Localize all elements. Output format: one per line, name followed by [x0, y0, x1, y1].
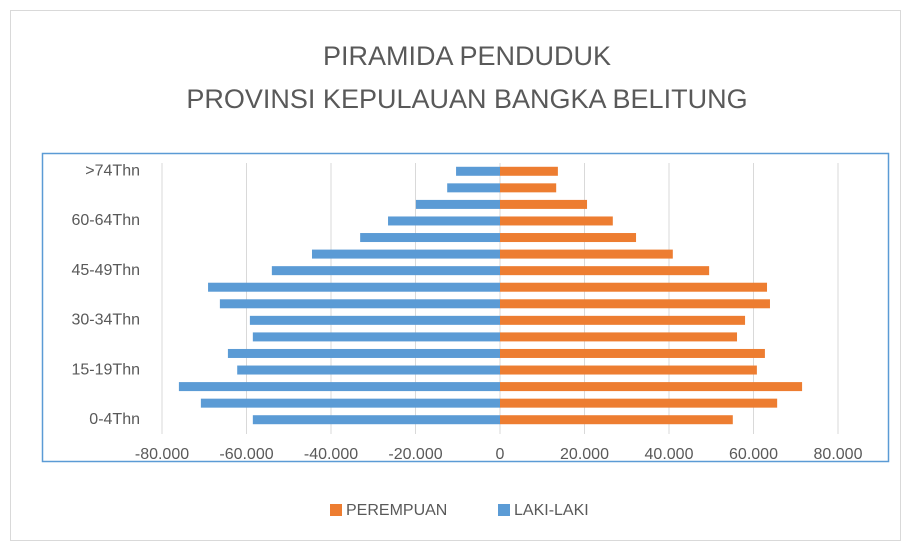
bar: [208, 282, 501, 292]
bar: [271, 266, 500, 276]
y-tick-label: 60-64Thn: [72, 212, 141, 229]
bar: [311, 249, 500, 259]
x-tick-label: -40.000: [304, 446, 358, 463]
bar: [500, 166, 558, 176]
bar: [415, 199, 500, 209]
bar: [237, 365, 500, 375]
bar: [500, 382, 803, 392]
legend-label: LAKI-LAKI: [514, 502, 589, 519]
bar: [500, 199, 588, 209]
bar: [456, 166, 500, 176]
bar: [500, 415, 733, 425]
bar: [360, 233, 500, 243]
x-tick-label: -20.000: [388, 446, 442, 463]
bar: [227, 348, 500, 358]
y-tick-label: 45-49Thn: [72, 262, 141, 279]
y-tick-label: 15-19Thn: [72, 361, 141, 378]
x-tick-label: -60.000: [219, 446, 273, 463]
y-tick-label: 0-4Thn: [89, 411, 140, 428]
bar: [178, 382, 500, 392]
chart-frame: [10, 10, 901, 541]
legend-swatch: [498, 504, 510, 516]
bar: [447, 183, 500, 193]
x-tick-label: -80.000: [135, 446, 189, 463]
bar: [249, 315, 500, 325]
bar: [500, 332, 738, 342]
x-tick-label: 0: [496, 446, 505, 463]
bar: [500, 299, 770, 309]
bar: [388, 216, 500, 226]
bar: [500, 282, 768, 292]
bar: [200, 398, 500, 408]
bar: [500, 216, 613, 226]
bar: [500, 365, 757, 375]
bar: [219, 299, 500, 309]
bar: [500, 183, 557, 193]
bar: [500, 266, 710, 276]
legend-swatch: [330, 504, 342, 516]
x-tick-label: 80.000: [814, 446, 863, 463]
y-tick-label: >74Thn: [85, 163, 140, 180]
bar: [252, 332, 500, 342]
bar: [252, 415, 500, 425]
x-tick-label: 20.000: [560, 446, 609, 463]
bar: [500, 348, 765, 358]
bar: [500, 249, 673, 259]
bar: [500, 315, 746, 325]
legend-label: PEREMPUAN: [346, 502, 447, 519]
bar: [500, 398, 778, 408]
bar: [500, 233, 637, 243]
x-tick-label: 40.000: [645, 446, 694, 463]
plot-frame: [41, 152, 890, 463]
y-tick-label: 30-34Thn: [72, 312, 141, 329]
chart-title: PIRAMIDA PENDUDUK: [323, 41, 611, 71]
x-tick-label: 60.000: [729, 446, 778, 463]
chart-subtitle: PROVINSI KEPULAUAN BANGKA BELITUNG: [186, 84, 747, 114]
